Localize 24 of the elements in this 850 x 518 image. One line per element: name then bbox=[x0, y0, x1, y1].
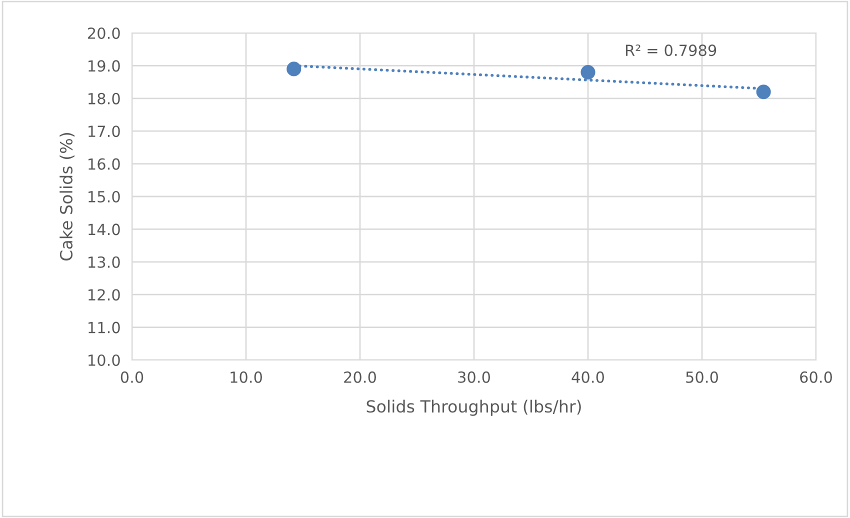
x-tick-label: 50.0 bbox=[686, 371, 718, 383]
y-tick-label: 12.0 bbox=[88, 289, 120, 301]
y-tick-label: 10.0 bbox=[88, 354, 120, 366]
y-tick-label: 13.0 bbox=[88, 256, 120, 268]
y-tick-label: 16.0 bbox=[88, 158, 120, 170]
point bbox=[580, 64, 596, 80]
y-tick-label: 14.0 bbox=[88, 224, 120, 236]
x-tick-label: 20.0 bbox=[344, 371, 376, 383]
x-tick-label: 10.0 bbox=[230, 371, 262, 383]
x-tick-label: 30.0 bbox=[458, 371, 490, 383]
x-tick-label: 60.0 bbox=[800, 371, 832, 383]
x-tick-label: 40.0 bbox=[572, 371, 604, 383]
x-tick-label: 0.0 bbox=[120, 371, 144, 383]
y-tick-label: 18.0 bbox=[88, 92, 120, 104]
x-axis-title: Solids Throughput (lbs/hr) bbox=[366, 400, 581, 416]
y-tick-label: 15.0 bbox=[88, 190, 120, 203]
y-axis-title: Cake Solids (%) bbox=[60, 132, 74, 261]
y-tick-label: 11.0 bbox=[88, 322, 120, 334]
y-tick-label: 20.0 bbox=[88, 27, 120, 40]
point bbox=[286, 62, 302, 76]
point bbox=[756, 84, 771, 100]
y-tick-label: 17.0 bbox=[88, 126, 120, 138]
y-tick-label: 19.0 bbox=[88, 60, 120, 72]
annotation: R² = 0.7989 bbox=[626, 44, 716, 56]
